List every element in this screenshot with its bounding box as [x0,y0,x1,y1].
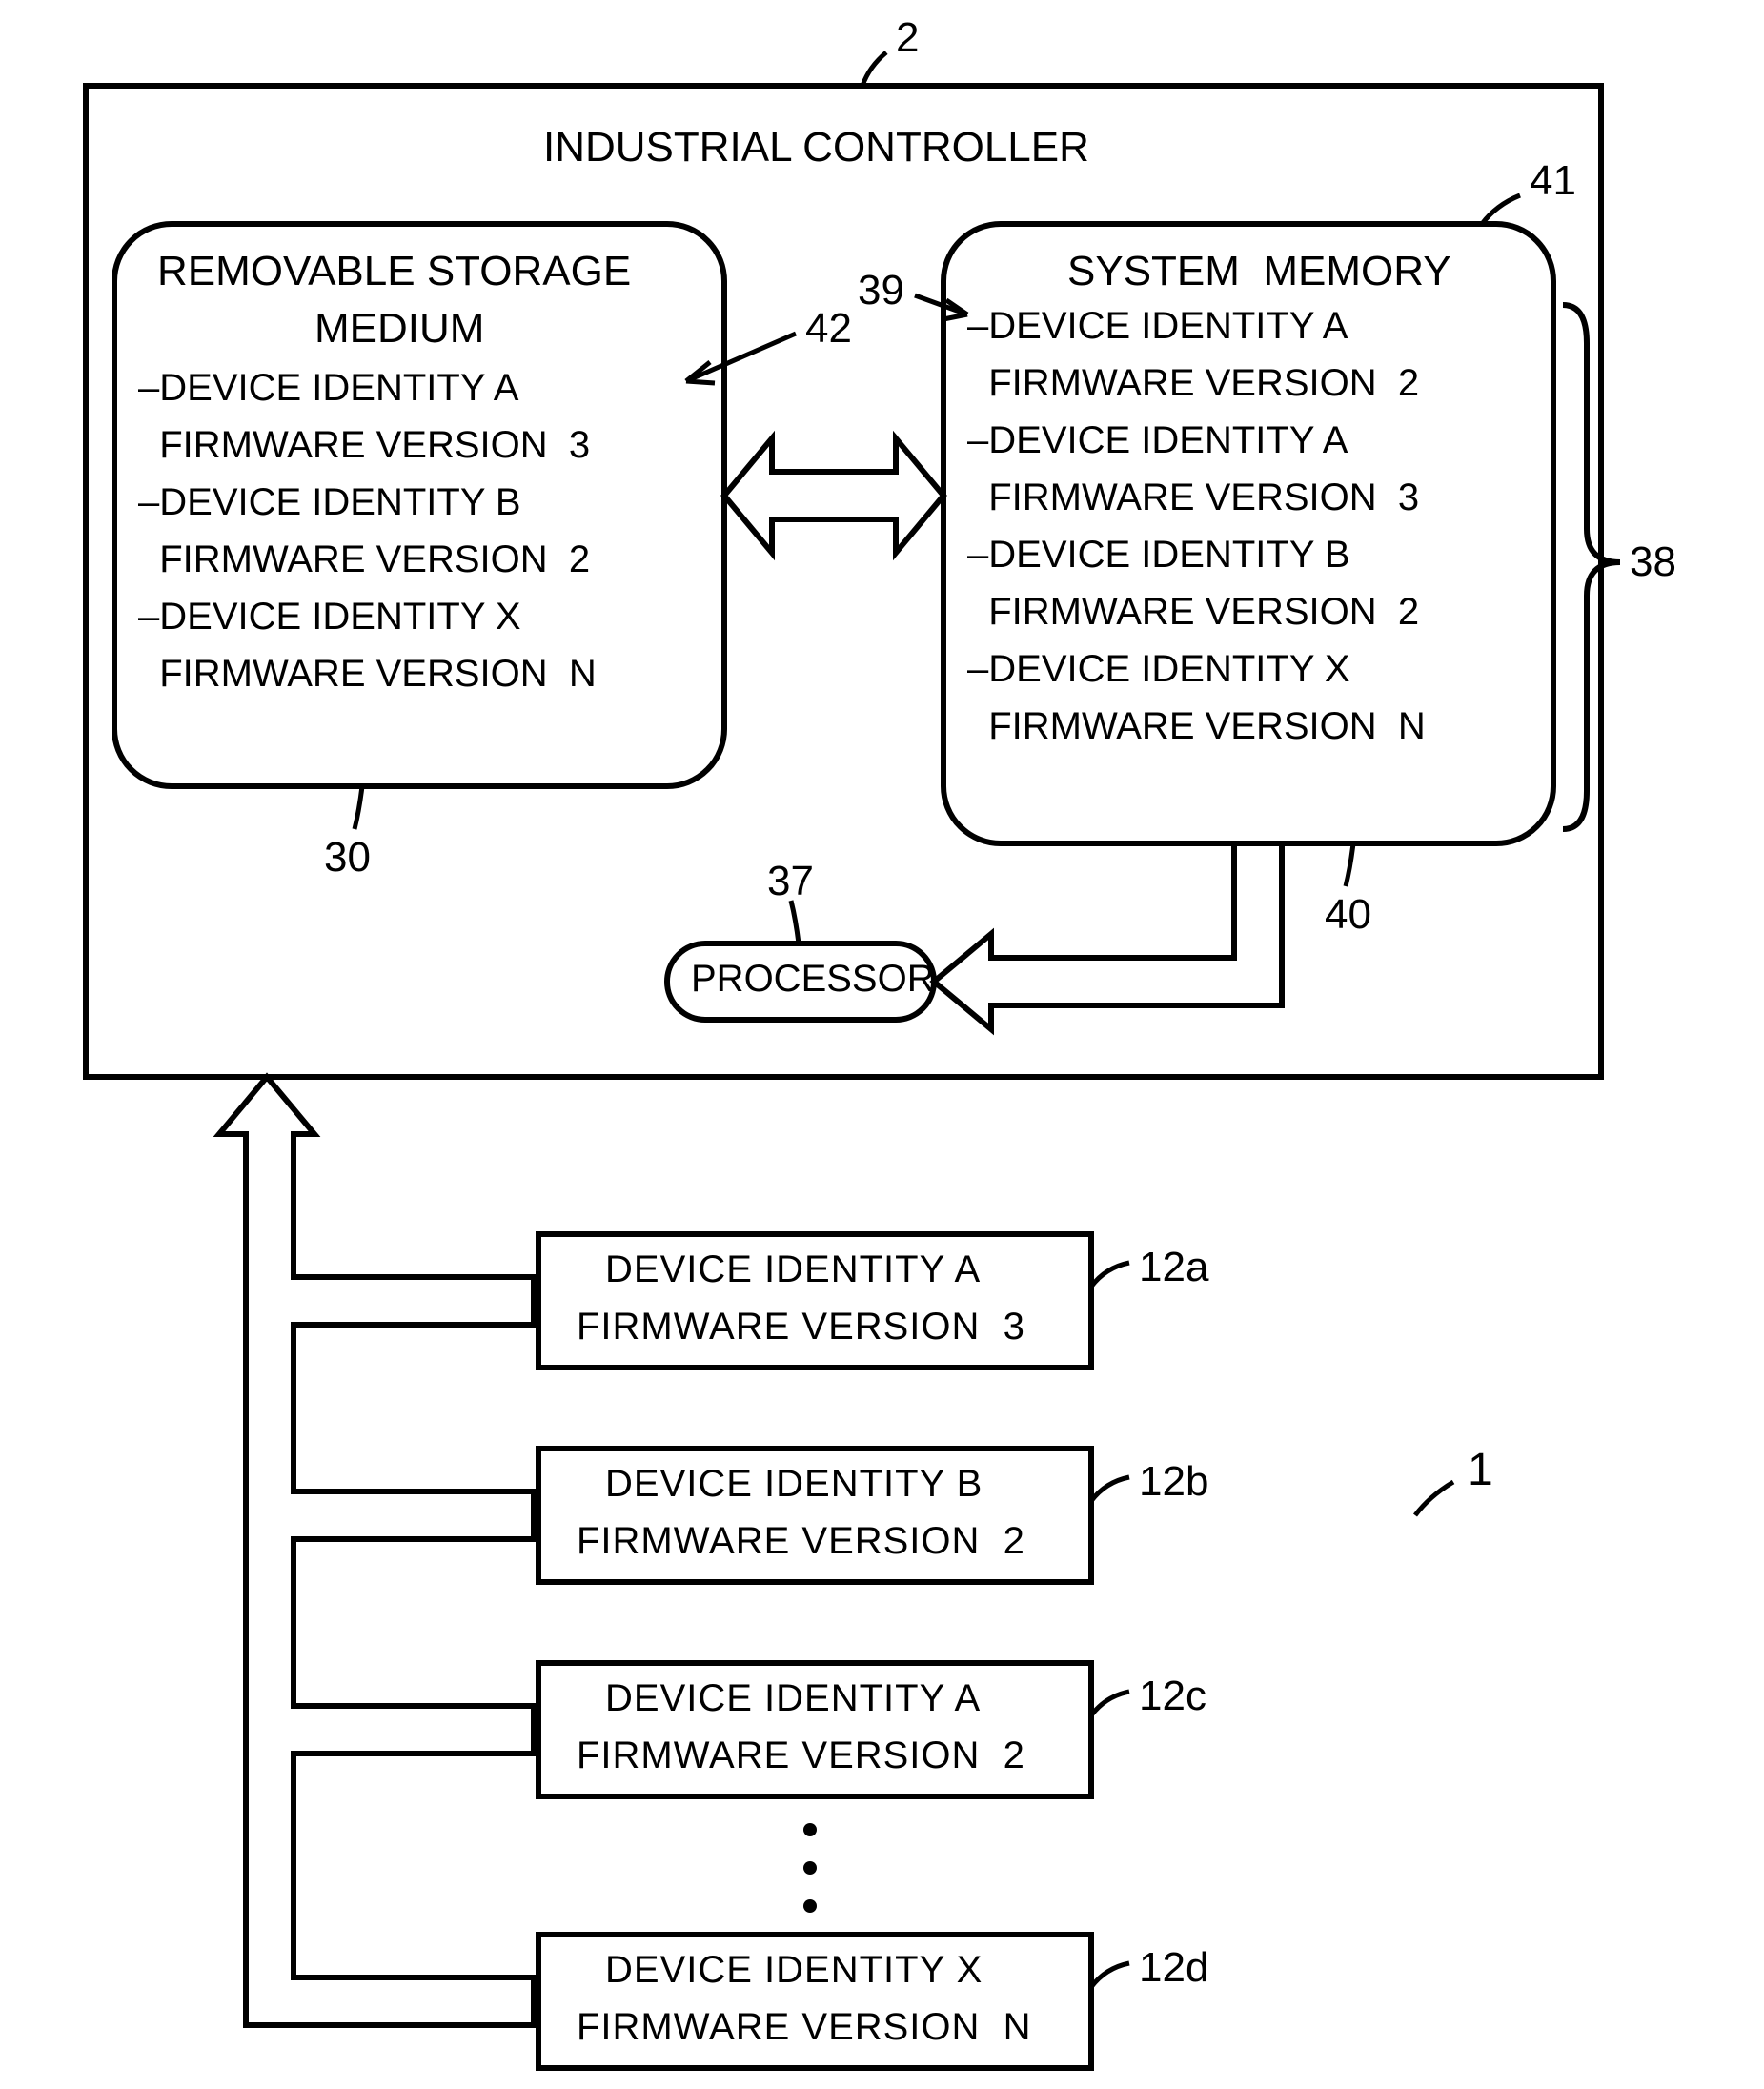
ref-40: 40 [1325,891,1371,939]
device-12a-l2: FIRMWARE VERSION 3 [577,1306,1025,1349]
ref-12d: 12d [1139,1944,1208,1992]
removable-item-1: FIRMWARE VERSION 3 [138,424,590,467]
ref37-tick [791,901,799,943]
ref-12a: 12a [1139,1244,1208,1291]
device-12c-l1: DEVICE IDENTITY A [605,1677,981,1720]
ref12a-tick [1091,1263,1129,1287]
brace-38 [1563,305,1620,829]
device-12a-l1: DEVICE IDENTITY A [605,1248,981,1291]
removable-title-l1: REMOVABLE STORAGE [157,248,631,295]
ellipsis-dot [803,1899,817,1913]
sysmem-item-6: –DEVICE IDENTITY X [967,648,1350,691]
ref-39: 39 [858,267,904,314]
device-12b-l1: DEVICE IDENTITY B [605,1463,983,1506]
sysmem-item-1: FIRMWARE VERSION 2 [967,362,1419,405]
removable-item-5: FIRMWARE VERSION N [138,653,597,696]
ref-38: 38 [1630,538,1676,586]
ellipsis-dot [803,1861,817,1875]
device-12d-l2: FIRMWARE VERSION N [577,2006,1032,2049]
sysmem-item-3: FIRMWARE VERSION 3 [967,477,1419,519]
sysmem-item-4: –DEVICE IDENTITY B [967,534,1350,577]
device-12c-l2: FIRMWARE VERSION 2 [577,1734,1025,1777]
removable-title-l2: MEDIUM [314,305,484,353]
ref12c-tick [1091,1692,1129,1715]
controller-title: INDUSTRIAL CONTROLLER [543,124,1089,172]
ref-1: 1 [1468,1444,1493,1496]
controller-rect [86,86,1601,1077]
removable-item-0: –DEVICE IDENTITY A [138,367,518,410]
ref-30: 30 [324,834,371,882]
removable-item-4: –DEVICE IDENTITY X [138,596,521,639]
ref-12b: 12b [1139,1458,1208,1506]
device-12b-l2: FIRMWARE VERSION 2 [577,1520,1025,1563]
sysmem-item-2: –DEVICE IDENTITY A [967,419,1348,462]
bidir-arrow [724,438,943,553]
ref42-arrow [686,334,796,381]
ref1-tick [1415,1482,1453,1515]
ref41-tick [1482,195,1520,224]
ellipsis-dot [803,1823,817,1836]
processor-label: PROCESSOR [691,958,935,1001]
ref12d-tick [1091,1963,1129,1987]
ref12b-tick [1091,1477,1129,1501]
ref-42: 42 [805,305,852,353]
removable-item-3: FIRMWARE VERSION 2 [138,538,590,581]
ref2-tick [862,52,886,86]
sysmem-item-7: FIRMWARE VERSION N [967,705,1426,748]
ref-12c: 12c [1139,1673,1206,1720]
ref-41: 41 [1530,157,1576,205]
sysmem-to-processor-arrow [934,843,1282,1029]
removable-item-2: –DEVICE IDENTITY B [138,481,521,524]
sysmem-title: SYSTEM MEMORY [1067,248,1451,295]
ref40-tick [1346,843,1353,886]
device-12d-l1: DEVICE IDENTITY X [605,1949,983,1992]
ref-37: 37 [767,858,814,905]
sysmem-item-5: FIRMWARE VERSION 2 [967,591,1419,634]
sysmem-item-0: –DEVICE IDENTITY A [967,305,1348,348]
ref-2: 2 [896,14,919,62]
bus-main [219,1077,534,2025]
ref30-tick [355,786,362,829]
